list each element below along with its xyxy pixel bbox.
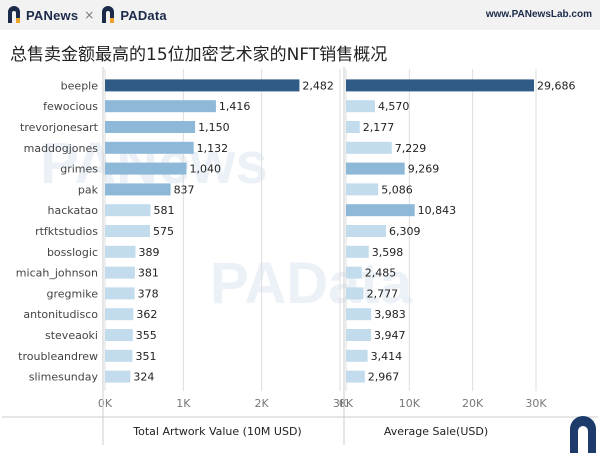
bar [105, 329, 133, 341]
bar [346, 329, 371, 341]
x-tick-label: 1K [176, 397, 191, 410]
corner-logo-icon [570, 416, 596, 453]
category-label: steveaoki [45, 329, 98, 342]
bar [105, 245, 136, 258]
value-label: 355 [136, 329, 157, 342]
category-label: rtfktstudios [35, 225, 98, 238]
bar [346, 287, 364, 300]
bar [346, 162, 405, 175]
x-axis-title: Average Sale(USD) [384, 425, 488, 438]
bar [105, 287, 135, 300]
category-label: troubleandrew [18, 350, 98, 363]
value-label: 2,482 [302, 79, 334, 92]
x-tick-label: 20K [462, 397, 484, 410]
category-label: grimes [60, 163, 98, 176]
bar [346, 370, 365, 383]
bar [346, 79, 535, 92]
value-label: 837 [174, 183, 195, 196]
x-axis-title: Total Artwork Value (10M USD) [132, 425, 301, 438]
bar [346, 225, 386, 237]
value-label: 2,777 [367, 287, 399, 300]
value-label: 5,086 [381, 183, 413, 196]
value-label: 1,040 [189, 163, 221, 176]
x-tick-label: 30K [525, 397, 547, 410]
category-label: fewocious [43, 100, 98, 113]
bar [346, 204, 415, 217]
bar [105, 162, 187, 175]
panews-logo-icon [8, 6, 20, 23]
category-label: maddogjones [24, 142, 99, 155]
category-label: pak [78, 183, 99, 196]
value-label: 3,598 [372, 246, 404, 259]
value-label: 378 [138, 287, 159, 300]
value-label: 9,269 [408, 163, 440, 176]
bar [346, 100, 375, 113]
value-label: 3,414 [371, 350, 403, 363]
category-label: micah_johnson [16, 267, 98, 280]
padata-logo-icon [102, 6, 115, 23]
brand-separator: × [84, 8, 95, 22]
brand-right: PAData [120, 7, 167, 23]
value-label: 1,150 [198, 121, 230, 134]
x-tick-label: 0K [339, 397, 354, 410]
bar [105, 79, 300, 92]
value-label: 1,132 [197, 142, 229, 155]
chart-title: 总售卖金额最高的15位加密艺术家的NFT销售概况 [10, 45, 388, 65]
category-label: bosslogic [47, 246, 98, 259]
value-label: 351 [135, 350, 156, 363]
brand-left: PANews [26, 7, 79, 23]
x-tick-label: 10K [399, 397, 421, 410]
bar [105, 370, 131, 383]
value-label: 362 [136, 308, 157, 321]
bar [105, 100, 216, 113]
value-label: 324 [133, 371, 154, 384]
value-label: 2,177 [363, 121, 395, 134]
bar [105, 121, 196, 133]
bar [346, 141, 392, 154]
value-label: 3,983 [374, 308, 406, 321]
value-label: 381 [138, 267, 159, 280]
header-bar: PANews × PAData www.PANewsLab.com [0, 0, 600, 30]
x-tick-label: 0K [98, 397, 113, 410]
bar [346, 245, 369, 258]
brand: PANews × PAData [6, 4, 167, 26]
category-label: gregmike [46, 287, 98, 300]
value-label: 2,485 [365, 267, 397, 280]
category-label: slimesunday [29, 371, 99, 384]
value-label: 7,229 [395, 142, 427, 155]
category-label: trevorjonesart [20, 121, 99, 134]
category-label: beeple [61, 79, 99, 92]
site-url[interactable]: www.PANewsLab.com [485, 9, 592, 20]
category-label: antonitudisco [23, 308, 98, 321]
value-label: 10,843 [418, 204, 457, 217]
bar [105, 308, 134, 321]
bar [346, 349, 368, 362]
bar [105, 349, 133, 362]
value-label: 2,967 [368, 371, 400, 384]
x-tick-label: 2K [255, 397, 270, 410]
category-label: hackatao [48, 204, 99, 217]
value-label: 1,416 [219, 100, 251, 113]
bar [346, 266, 362, 279]
bar [105, 266, 135, 279]
bar [105, 183, 171, 196]
value-label: 6,309 [389, 225, 421, 238]
value-label: 389 [138, 246, 159, 259]
value-label: 581 [154, 204, 175, 217]
bar [346, 183, 379, 196]
bar [105, 225, 151, 237]
bar [105, 141, 194, 154]
value-label: 29,686 [537, 79, 576, 92]
value-label: 575 [153, 225, 174, 238]
value-label: 4,570 [378, 100, 410, 113]
value-label: 3,947 [374, 329, 406, 342]
bar [346, 308, 372, 321]
bar [105, 204, 151, 217]
bar [346, 121, 360, 133]
